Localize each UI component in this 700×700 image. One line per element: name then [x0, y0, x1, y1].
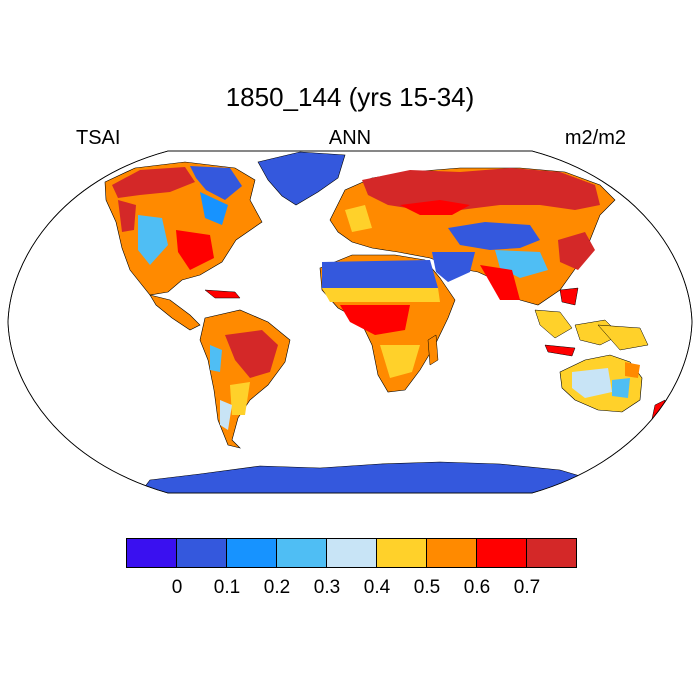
colorbar-tick-label: 0.3 [313, 577, 341, 598]
colorbar-swatch [427, 539, 477, 567]
eurasia [329, 167, 616, 306]
colorbar-tick-label: 0.5 [413, 577, 441, 598]
colorbar [126, 538, 577, 568]
colorbar-swatch [227, 539, 277, 567]
greenland [257, 151, 346, 206]
south-america [199, 309, 291, 449]
colorbar-swatch [177, 539, 227, 567]
colorbar-tick-label: 0.2 [263, 577, 291, 598]
north-america [104, 161, 263, 331]
maritime-southeast-asia [534, 287, 649, 357]
caribbean [204, 289, 241, 299]
colorbar-swatch [277, 539, 327, 567]
africa [319, 252, 475, 393]
australia [559, 354, 643, 413]
colorbar-tick-label: 0.6 [463, 577, 491, 598]
colorbar-swatch [477, 539, 527, 567]
variable-label: TSAI [76, 127, 121, 149]
colorbar-tick-label: 0.1 [213, 577, 241, 598]
colorbar-swatch [527, 539, 576, 567]
units-label: m2/m2 [564, 127, 626, 149]
colorbar-swatch [327, 539, 377, 567]
colorbar-swatch [377, 539, 427, 567]
madagascar [427, 334, 439, 366]
colorbar-tick-label: 0 [171, 577, 183, 598]
colorbar-swatch [127, 539, 177, 567]
season-label: ANN [328, 127, 372, 149]
map-title: 1850_144 (yrs 15-34) [225, 82, 475, 112]
antarctica [139, 461, 581, 493]
colorbar-tick-label: 0.4 [363, 577, 391, 598]
colorbar-tick-label: 0.7 [513, 577, 541, 598]
